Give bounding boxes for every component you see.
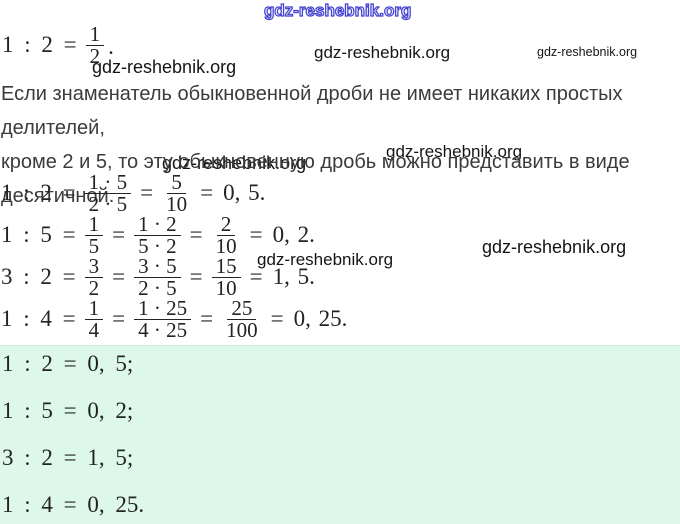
numerator: 1 · 25	[134, 298, 192, 320]
equals-sign: =	[249, 222, 263, 247]
denominator: 2	[88, 276, 100, 300]
denominator: 100	[226, 318, 258, 342]
watermark-top-center: gdz-reshebnik.org	[314, 43, 451, 62]
fraction: 1 5	[84, 214, 104, 258]
equals-sign: =	[270, 306, 284, 331]
answer-line-2: 1 : 5 = 0, 2;	[2, 397, 134, 423]
intro-paragraph: Если знаменатель обыкновенной дроби не и…	[1, 77, 679, 213]
numerator: 1 · 2	[134, 214, 181, 236]
math-line-3-div-2: 3 : 2 = 3 2 = 3 · 5 2 · 5 = 15 10 = 1, 5…	[1, 256, 347, 300]
denominator: 2 · 5	[88, 192, 128, 216]
numerator: 3 · 5	[134, 256, 181, 278]
denominator: 2	[89, 44, 101, 68]
fraction: 1 · 5 2 · 5	[84, 172, 132, 216]
math-line-1-div-2: 1 : 2 = 1 · 5 2 · 5 = 5 10 = 0, 5.	[1, 172, 347, 216]
numerator: 15	[211, 256, 241, 278]
numerator: 1 · 5	[84, 172, 132, 194]
denominator: 4 · 25	[138, 318, 188, 342]
fraction: 5 10	[162, 172, 191, 216]
numerator: 2	[216, 214, 236, 236]
numerator: 5	[167, 172, 186, 194]
equals-sign: =	[112, 306, 126, 331]
denominator: 10	[215, 234, 237, 258]
watermark-work-right: gdz-reshebnik.org	[482, 237, 627, 257]
period: .	[108, 34, 114, 59]
equals-sign: =	[200, 180, 214, 205]
fraction: 1 4	[84, 298, 104, 342]
equals-sign: =	[112, 264, 126, 289]
fraction: 1 · 2 5 · 2	[134, 214, 181, 258]
fraction: 3 2	[84, 256, 104, 300]
fraction: 3 · 5 2 · 5	[134, 256, 181, 300]
intro-line-3: десятичной.	[1, 185, 115, 207]
math-line-1-div-4: 1 : 4 = 1 4 = 1 · 25 4 · 25 = 25 100 = 0…	[1, 298, 348, 342]
equals-sign: =	[189, 222, 203, 247]
answer-line-4: 1 : 4 = 0, 25.	[2, 491, 145, 517]
equation-lhs: 1 : 5 =	[1, 222, 76, 247]
watermark-top-right: gdz-reshebnik.org	[537, 45, 638, 59]
fraction: 15 10	[211, 256, 241, 300]
numerator: 1	[84, 298, 104, 320]
answers-panel: 1 : 2 = 0, 5; 1 : 5 = 0, 2; 3 : 2 = 1, 5…	[0, 345, 680, 524]
equals-sign: =	[189, 264, 203, 289]
denominator: 5 · 2	[138, 234, 177, 258]
equation-lhs: 1 : 2 =	[1, 180, 76, 205]
watermark-under-eq-top: gdz-reshebnik.org	[92, 57, 237, 77]
watermark-blue-top: gdz-reshebnik.org	[263, 1, 412, 21]
decimal-result: 0, 2.	[272, 222, 315, 247]
equation-lhs: 3 : 2 =	[1, 264, 76, 289]
decimal-result: 0, 25.	[293, 306, 348, 331]
math-line-1-div-5: 1 : 5 = 1 5 = 1 · 2 5 · 2 = 2 10 = 0, 2.	[1, 214, 347, 258]
answer-line-3: 3 : 2 = 1, 5;	[2, 444, 134, 470]
watermark-work-center: gdz-reshebnik.org	[257, 250, 394, 269]
equation-lhs: 1 : 2 =	[2, 32, 77, 57]
fraction: 2 10	[212, 214, 241, 258]
answer-line-1: 1 : 2 = 0, 5;	[2, 350, 134, 376]
denominator: 5	[88, 234, 100, 258]
equals-sign: =	[112, 222, 126, 247]
intro-line-2: кроме 2 и 5, то эту обыкновенную дробь м…	[1, 151, 630, 173]
decimal-result: 0, 5.	[223, 180, 266, 205]
equals-sign: =	[140, 180, 154, 205]
decimal-result: 1, 5.	[272, 264, 315, 289]
watermark-mid-left: gdz-reshebnik.org	[162, 153, 307, 173]
equals-sign: =	[200, 306, 214, 331]
denominator: 4	[88, 318, 100, 342]
numerator: 1	[85, 24, 105, 46]
denominator: 10	[215, 276, 237, 300]
numerator: 25	[227, 298, 257, 320]
numerator: 1	[84, 214, 104, 236]
equation-lhs: 1 : 4 =	[1, 306, 76, 331]
watermark-mid-center: gdz-reshebnik.org	[386, 142, 523, 161]
fraction: 25 100	[222, 298, 262, 342]
denominator: 10	[166, 192, 188, 216]
fraction: 1 · 25 4 · 25	[134, 298, 192, 342]
equation-definition: 1 : 2 = 1 2 .	[2, 24, 114, 68]
fraction: 1 2	[85, 24, 105, 68]
equals-sign: =	[249, 264, 263, 289]
numerator: 3	[84, 256, 104, 278]
denominator: 2 · 5	[138, 276, 177, 300]
work-equations: 1 : 2 = 1 · 5 2 · 5 = 5 10 = 0, 5. 1 : 5…	[1, 172, 348, 342]
intro-line-1: Если знаменатель обыкновенной дроби не и…	[1, 83, 623, 139]
